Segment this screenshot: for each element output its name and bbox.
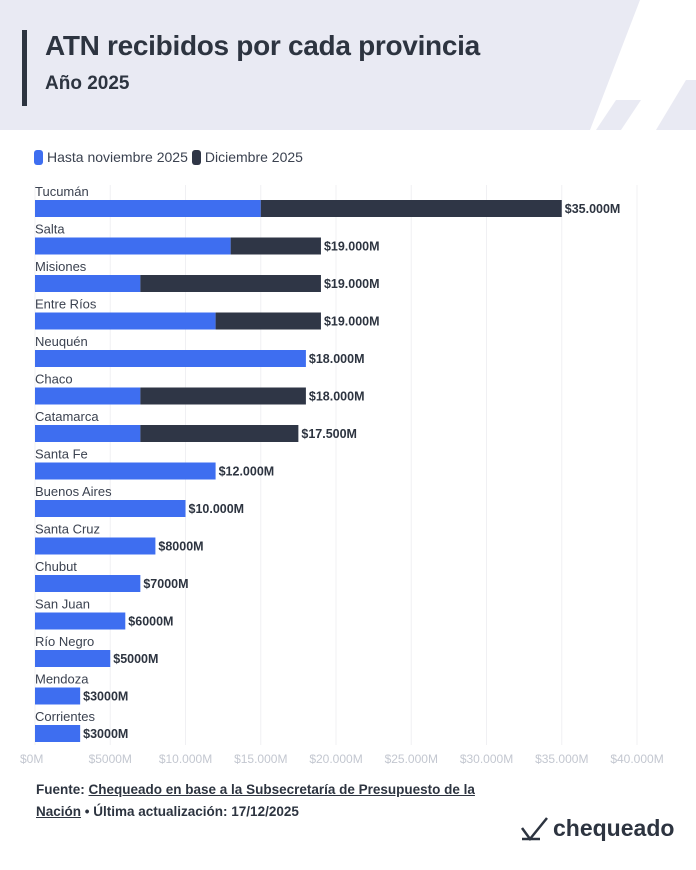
total-label: $3000M — [83, 690, 128, 704]
bar-dic — [140, 387, 306, 405]
logo-text: chequeado — [553, 815, 675, 841]
logo-watermark — [596, 80, 696, 130]
bar-dic — [260, 200, 562, 217]
total-label: $35.000M — [565, 202, 621, 216]
x-tick-label: $35.000M — [535, 752, 588, 766]
category-label: Mendoza — [35, 672, 89, 687]
category-label: Salta — [35, 222, 65, 237]
legend: Hasta noviembre 2025 Diciembre 2025 — [34, 149, 303, 165]
chequeado-logo: chequeado — [520, 815, 674, 842]
total-label: $8000M — [158, 540, 203, 554]
bar-nov — [35, 537, 156, 555]
total-label: $10.000M — [189, 502, 245, 516]
category-label: Chubut — [35, 559, 77, 574]
total-label: $18.000M — [309, 390, 365, 404]
total-label: $5000M — [113, 652, 158, 666]
legend-label-nov: Hasta noviembre 2025 — [47, 149, 188, 165]
total-label: $19.000M — [324, 315, 380, 329]
bar-nov — [35, 312, 216, 330]
category-label: Entre Ríos — [35, 297, 97, 312]
category-label: Misiones — [35, 259, 87, 274]
category-label: Chaco — [35, 372, 73, 387]
page-title: ATN recibidos por cada provincia — [45, 30, 480, 61]
bar-nov — [35, 200, 261, 217]
total-label: $6000M — [128, 615, 173, 629]
bar-nov — [35, 462, 216, 480]
last-update: • Última actualización: 17/12/2025 — [84, 804, 299, 819]
total-label: $3000M — [83, 727, 128, 741]
bar-nov — [35, 650, 111, 667]
x-tick-label: $10.000M — [159, 752, 212, 766]
category-label: Corrientes — [35, 709, 95, 724]
bar-nov — [35, 350, 306, 367]
bar-nov — [35, 500, 186, 517]
legend-swatch-nov — [34, 149, 43, 165]
category-label: Tucumán — [35, 184, 89, 199]
legend-swatch-dic — [191, 149, 201, 165]
source-link[interactable]: Chequeado en base a la Subsecretaría de … — [36, 782, 475, 819]
category-label: Río Negro — [35, 634, 94, 649]
bar-dic — [230, 237, 321, 255]
bar-nov — [35, 425, 141, 442]
bar-dic — [140, 275, 321, 292]
x-tick-label: $30.000M — [460, 752, 513, 766]
bar-nov — [35, 687, 81, 705]
bar-nov — [35, 237, 231, 255]
bar-nov — [35, 575, 141, 592]
bar-chart: $0M $5000M $10.000M $15.000M $20.000M $25.000… — [20, 184, 664, 766]
x-tick-label: $15.000M — [234, 752, 287, 766]
category-label: San Juan — [35, 597, 90, 612]
category-label: Buenos Aires — [35, 484, 112, 499]
category-label: Santa Cruz — [35, 522, 100, 537]
category-label: Santa Fe — [35, 447, 88, 462]
x-tick-label: $0M — [20, 752, 43, 766]
total-label: $19.000M — [324, 277, 380, 291]
total-label: $17.500M — [301, 427, 357, 441]
bar-nov — [35, 275, 141, 292]
bar-nov — [35, 387, 141, 405]
page-subtitle: Año 2025 — [45, 73, 130, 94]
x-tick-label: $20.000M — [309, 752, 362, 766]
x-tick-label: $40.000M — [610, 752, 663, 766]
category-label: Neuquén — [35, 334, 88, 349]
total-label: $18.000M — [309, 352, 365, 366]
bar-dic — [215, 312, 321, 330]
bar-dic — [140, 425, 299, 442]
total-label: $7000M — [143, 577, 188, 591]
check-icon — [520, 816, 548, 841]
source-label: Fuente: — [36, 782, 85, 797]
category-label: Catamarca — [35, 409, 99, 424]
title-accent-bar — [22, 30, 27, 106]
x-tick-label: $5000M — [89, 752, 132, 766]
bar-nov — [35, 725, 81, 742]
header-banner — [0, 0, 640, 130]
legend-label-dic: Diciembre 2025 — [204, 149, 303, 165]
total-label: $19.000M — [324, 240, 380, 254]
bar-nov — [35, 612, 126, 630]
source-note: Fuente: Chequeado en base a la Subsecret… — [36, 779, 506, 823]
x-tick-label: $25.000M — [385, 752, 438, 766]
total-label: $12.000M — [219, 465, 275, 479]
